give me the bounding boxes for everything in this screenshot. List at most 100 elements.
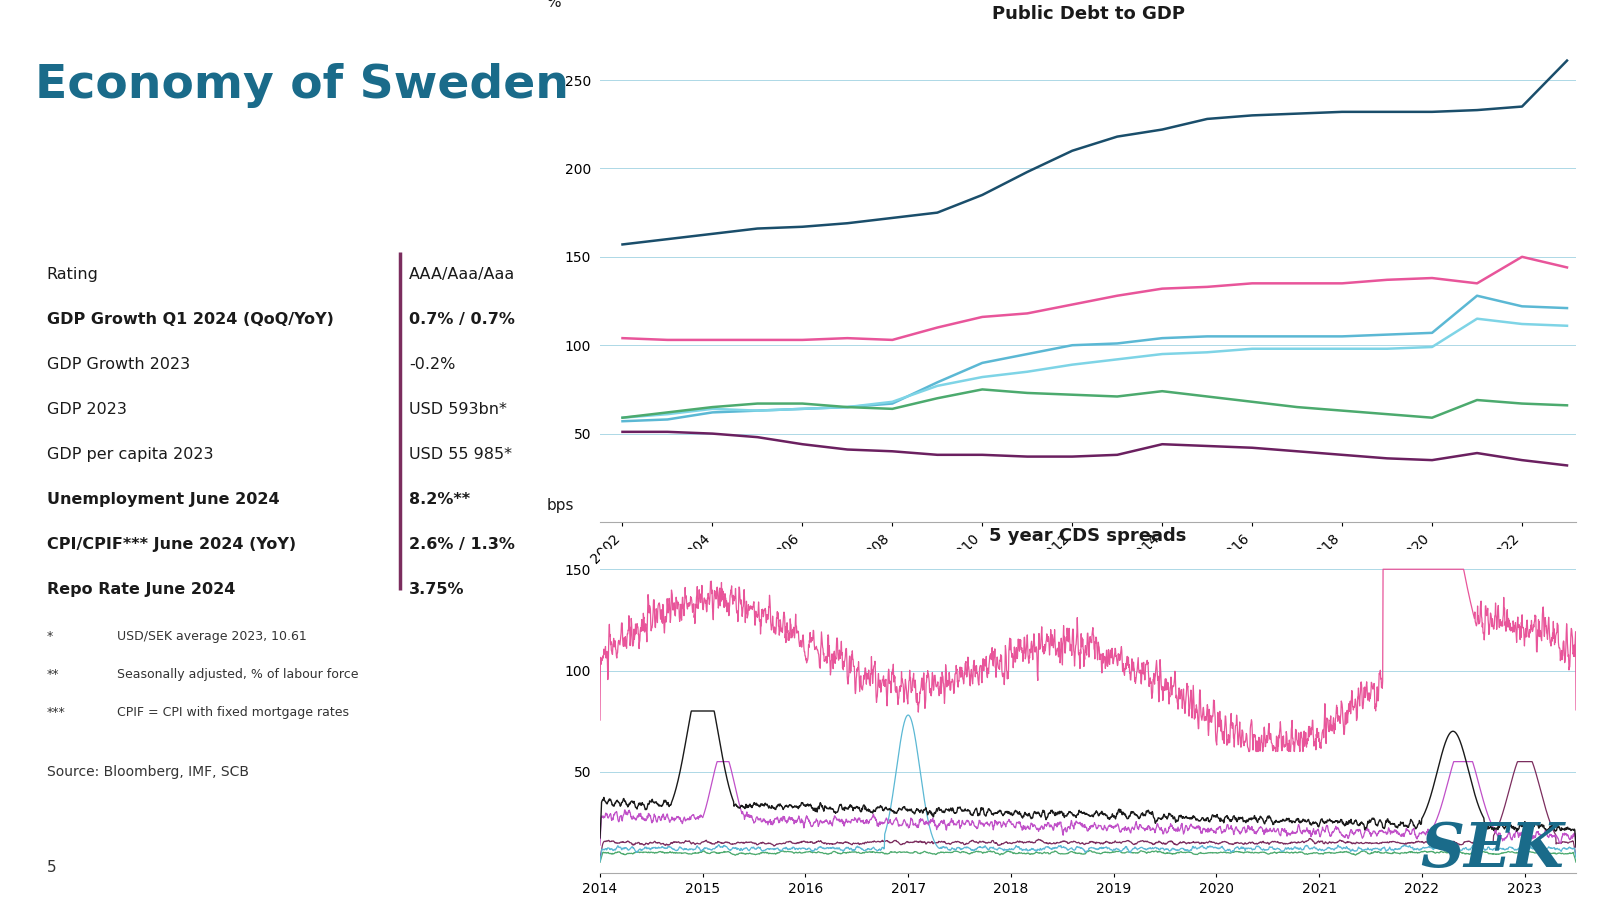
Japan: [1462, 778, 1482, 788]
Japan: [1018, 166, 1037, 177]
France: [1152, 348, 1171, 359]
Germany: [1566, 857, 1586, 868]
Italy: [1512, 251, 1531, 262]
Germany: [838, 401, 858, 412]
USA: [838, 401, 858, 412]
USA: [970, 838, 989, 849]
Japan: [1426, 775, 1445, 786]
Italy: [1134, 669, 1154, 680]
Italy: [1557, 262, 1576, 273]
Title: 5 year CDS spreads: 5 year CDS spreads: [989, 526, 1187, 544]
Text: 0.7% / 0.7%: 0.7% / 0.7%: [408, 312, 515, 327]
Sweden: [792, 439, 811, 450]
Germany: [613, 412, 632, 423]
Germany: [792, 398, 811, 409]
Sweden: [970, 817, 989, 828]
Sweden: [1333, 449, 1352, 460]
Line: Sweden: Sweden: [622, 432, 1566, 465]
Germany: [1386, 848, 1405, 859]
USA: [613, 416, 632, 427]
Text: USD/SEK average 2023, 10.61: USD/SEK average 2023, 10.61: [117, 630, 307, 643]
Japan: [1557, 55, 1576, 66]
France: [1386, 844, 1405, 855]
Sweden: [1062, 451, 1082, 462]
Japan: [883, 212, 902, 223]
Japan: [1288, 108, 1307, 119]
Germany: [1152, 386, 1171, 397]
France: [1136, 843, 1155, 854]
USA: [1467, 291, 1486, 302]
Japan: [682, 706, 701, 716]
France: [1557, 320, 1576, 331]
France: [883, 396, 902, 407]
Japan: [610, 799, 629, 810]
Text: CPIF = CPI with fixed mortgage rates: CPIF = CPI with fixed mortgage rates: [117, 706, 349, 718]
France: [1197, 346, 1216, 357]
Italy: [1426, 563, 1445, 575]
Italy: [970, 678, 989, 688]
France: [973, 372, 992, 382]
USA: [1018, 348, 1037, 359]
Japan: [1136, 810, 1155, 821]
Germany: [1136, 846, 1155, 857]
Italy: [747, 335, 766, 346]
Italy: [1333, 278, 1352, 289]
Italy: [610, 640, 629, 651]
Italy: [883, 335, 902, 346]
Sweden: [1426, 818, 1445, 829]
France: [610, 842, 629, 852]
France: [1018, 366, 1037, 377]
Italy: [1386, 563, 1405, 575]
Legend: Japan, Italy, USA, France, Germany, Sweden: Japan, Italy, USA, France, Germany, Swed…: [792, 598, 1384, 624]
Text: AAA/Aaa/Aaa: AAA/Aaa/Aaa: [408, 267, 515, 282]
USA: [792, 403, 811, 414]
Sweden: [747, 432, 766, 443]
Line: Germany: Germany: [622, 390, 1566, 418]
Japan: [1062, 145, 1082, 157]
USA: [1152, 333, 1171, 344]
Italy: [792, 335, 811, 346]
Text: 5: 5: [46, 860, 56, 875]
Text: Repo Rate June 2024: Repo Rate June 2024: [46, 582, 235, 597]
Sweden: [1136, 825, 1155, 836]
Germany: [1288, 401, 1307, 412]
Italy: [702, 335, 722, 346]
France: [1426, 842, 1445, 853]
USA: [1386, 836, 1405, 847]
Line: Japan: Japan: [622, 60, 1566, 245]
Line: France: France: [622, 319, 1566, 418]
Germany: [1512, 398, 1531, 409]
Japan: [590, 832, 610, 843]
Japan: [613, 239, 632, 250]
Germany: [1080, 845, 1099, 856]
Sweden: [1422, 454, 1442, 465]
USA: [1378, 329, 1397, 340]
USA: [883, 398, 902, 409]
Sweden: [838, 444, 858, 454]
Text: GDP Growth Q1 2024 (QoQ/YoY): GDP Growth Q1 2024 (QoQ/YoY): [46, 312, 333, 327]
France: [1467, 313, 1486, 324]
USA: [1107, 338, 1126, 349]
Japan: [928, 207, 947, 218]
Japan: [792, 221, 811, 232]
Title: Public Debt to GDP: Public Debt to GDP: [992, 4, 1184, 22]
Line: Italy: Italy: [622, 256, 1566, 340]
Germany: [590, 857, 610, 868]
Germany: [1062, 390, 1082, 400]
Italy: [1378, 274, 1397, 285]
Sweden: [1152, 439, 1171, 450]
Italy: [838, 333, 858, 344]
Sweden: [610, 811, 629, 822]
Sweden: [658, 427, 677, 437]
Italy: [1467, 278, 1486, 289]
France: [1422, 342, 1442, 353]
Japan: [1467, 104, 1486, 115]
Italy: [613, 333, 632, 344]
Text: USD 55 985*: USD 55 985*: [408, 447, 512, 462]
Sweden: [973, 449, 992, 460]
Sweden: [1557, 460, 1576, 471]
Sweden: [613, 427, 632, 437]
Japan: [1152, 124, 1171, 135]
USA: [1512, 301, 1531, 311]
Japan: [838, 218, 858, 229]
